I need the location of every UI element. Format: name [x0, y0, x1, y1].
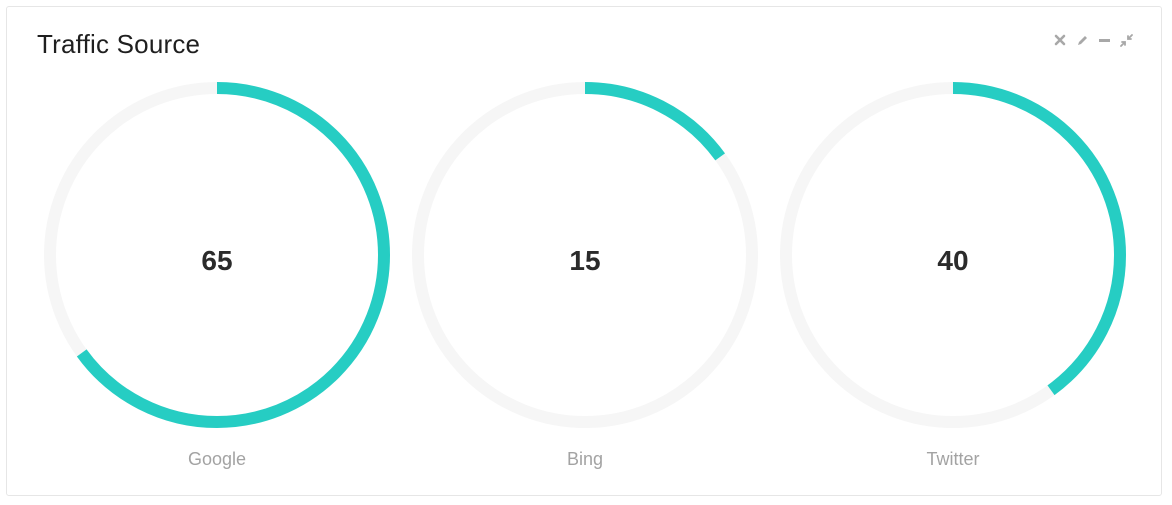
traffic-source-panel: Traffic Source 65 Google: [6, 6, 1162, 496]
panel-title: Traffic Source: [37, 29, 201, 59]
gauge-twitter: 40 Twitter: [773, 79, 1133, 479]
compress-icon[interactable]: [1119, 33, 1133, 47]
pencil-icon[interactable]: [1075, 33, 1089, 47]
gauge-ring: [44, 82, 390, 428]
gauge-value: 65: [201, 245, 233, 276]
gauge-bing: 15 Bing: [405, 79, 765, 479]
gauge-ring: [412, 82, 758, 428]
minus-icon[interactable]: [1097, 33, 1111, 47]
gauge-ring: [780, 82, 1126, 428]
gauge-label: Bing: [566, 449, 604, 469]
gauge-label: Google: [187, 449, 247, 469]
gauge-label: Twitter: [926, 449, 980, 469]
gauge-arc: [780, 82, 1126, 428]
gauge-arc: [44, 82, 390, 428]
panel-controls: [1053, 33, 1133, 47]
gauge-value: 40: [937, 245, 969, 276]
gauge-arc: [412, 82, 758, 428]
gauge-google: 65 Google: [37, 79, 397, 479]
close-icon[interactable]: [1053, 33, 1067, 47]
gauge-value: 15: [569, 245, 601, 276]
